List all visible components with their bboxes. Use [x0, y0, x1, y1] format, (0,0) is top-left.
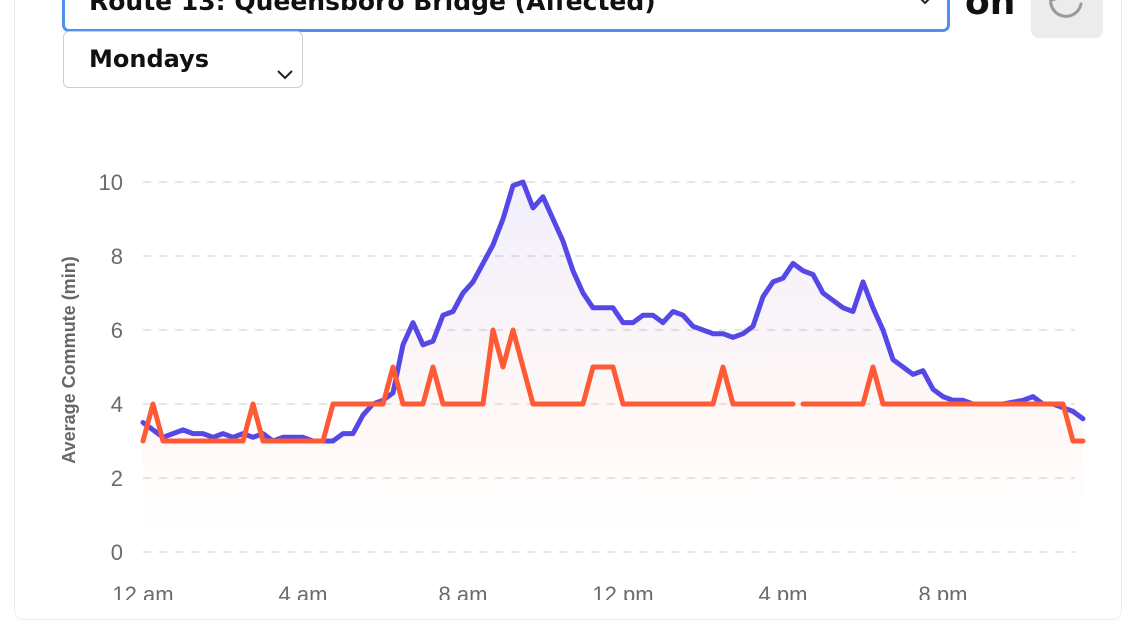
y-tick-label: 10 [99, 170, 123, 195]
y-tick-label: 0 [111, 540, 123, 565]
commute-chart: 0 2 4 6 8 10 12 am 4 am 8 am 12 pm 4 pm 8 pm Avera… [59, 170, 1086, 600]
x-tick-label: 4 am [279, 582, 328, 600]
x-tick-label: 8 am [439, 582, 488, 600]
on-label: on [965, 0, 1016, 23]
chevron-down-icon [276, 46, 294, 100]
route-select-value: Route 13: Queensboro Bridge (Affected) [89, 0, 656, 16]
x-tick-label: 4 pm [759, 582, 808, 600]
y-tick-label: 8 [111, 244, 123, 269]
chevron-down-icon [917, 0, 933, 27]
x-tick-label: 12 pm [592, 582, 653, 600]
y-tick-label: 4 [111, 392, 123, 417]
day-select[interactable]: Mondays [63, 31, 303, 88]
refresh-icon [1049, 0, 1083, 18]
refresh-button[interactable] [1031, 0, 1103, 38]
y-tick-label: 2 [111, 466, 123, 491]
series-line-0 [140, 179, 1086, 444]
x-tick-label: 8 pm [919, 582, 968, 600]
day-select-value: Mondays [89, 45, 210, 73]
route-select[interactable]: Route 13: Queensboro Bridge (Affected) [62, 0, 950, 32]
y-axis-label: Average Commute (min) [59, 256, 79, 463]
x-tick-label: 12 am [112, 582, 173, 600]
y-tick-label: 6 [111, 318, 123, 343]
series-line-1 [140, 327, 796, 444]
series-line-1 [800, 364, 1086, 444]
